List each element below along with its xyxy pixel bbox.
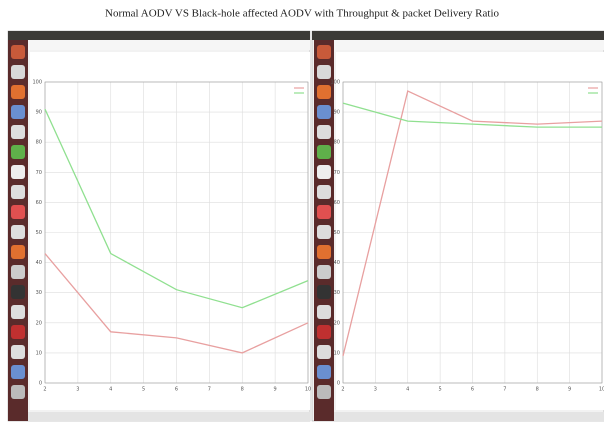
- y-tick-label: 20: [334, 320, 340, 326]
- y-tick-label: 60: [334, 200, 340, 206]
- y-tick-label: 70: [334, 170, 340, 176]
- status-bar: [28, 412, 310, 421]
- x-tick-label: 3: [374, 387, 377, 393]
- y-tick-label: 70: [36, 170, 42, 176]
- x-tick-label: 9: [568, 387, 571, 393]
- y-tick-label: 100: [330, 80, 340, 86]
- y-tick-label: 30: [36, 290, 42, 296]
- x-tick-label: 7: [208, 387, 211, 393]
- toolbar: [28, 40, 310, 50]
- title-bar: [312, 31, 604, 40]
- x-tick-label: 8: [241, 387, 244, 393]
- x-tick-label: 6: [175, 387, 178, 393]
- x-tick-label: 4: [406, 387, 409, 393]
- x-tick-label: 10: [599, 387, 604, 393]
- y-tick-label: 90: [36, 110, 42, 116]
- y-tick-label: 40: [334, 260, 340, 266]
- y-tick-label: 60: [36, 200, 42, 206]
- plot-panel: [30, 52, 310, 410]
- y-tick-label: 40: [36, 260, 42, 266]
- x-tick-label: 2: [341, 387, 344, 393]
- x-tick-label: 5: [439, 387, 442, 393]
- status-bar: [334, 412, 604, 421]
- page-title: Normal AODV VS Black-hole affected AODV …: [105, 8, 499, 20]
- y-tick-label: 30: [334, 290, 340, 296]
- y-tick-label: 90: [334, 110, 340, 116]
- x-tick-label: 7: [503, 387, 506, 393]
- x-tick-label: 5: [142, 387, 145, 393]
- x-tick-label: 2: [43, 387, 46, 393]
- y-tick-label: 80: [334, 140, 340, 146]
- y-tick-label: 10: [334, 350, 340, 356]
- y-tick-label: 0: [337, 381, 340, 387]
- x-tick-label: 4: [109, 387, 112, 393]
- y-tick-label: 100: [32, 80, 42, 86]
- x-tick-label: 3: [76, 387, 79, 393]
- screenshot: Normal AODV VS Black-hole affected AODV …: [0, 0, 604, 423]
- y-tick-label: 50: [36, 230, 42, 236]
- y-tick-label: 50: [334, 230, 340, 236]
- y-tick-label: 80: [36, 140, 42, 146]
- x-tick-label: 10: [305, 387, 311, 393]
- y-tick-label: 0: [39, 381, 42, 387]
- toolbar: [334, 40, 604, 50]
- title-bar: [8, 31, 310, 40]
- y-tick-label: 20: [36, 320, 42, 326]
- x-tick-label: 9: [274, 387, 277, 393]
- x-tick-label: 6: [471, 387, 474, 393]
- x-tick-label: 8: [536, 387, 539, 393]
- y-tick-label: 10: [36, 350, 42, 356]
- plot-panel: [336, 52, 604, 410]
